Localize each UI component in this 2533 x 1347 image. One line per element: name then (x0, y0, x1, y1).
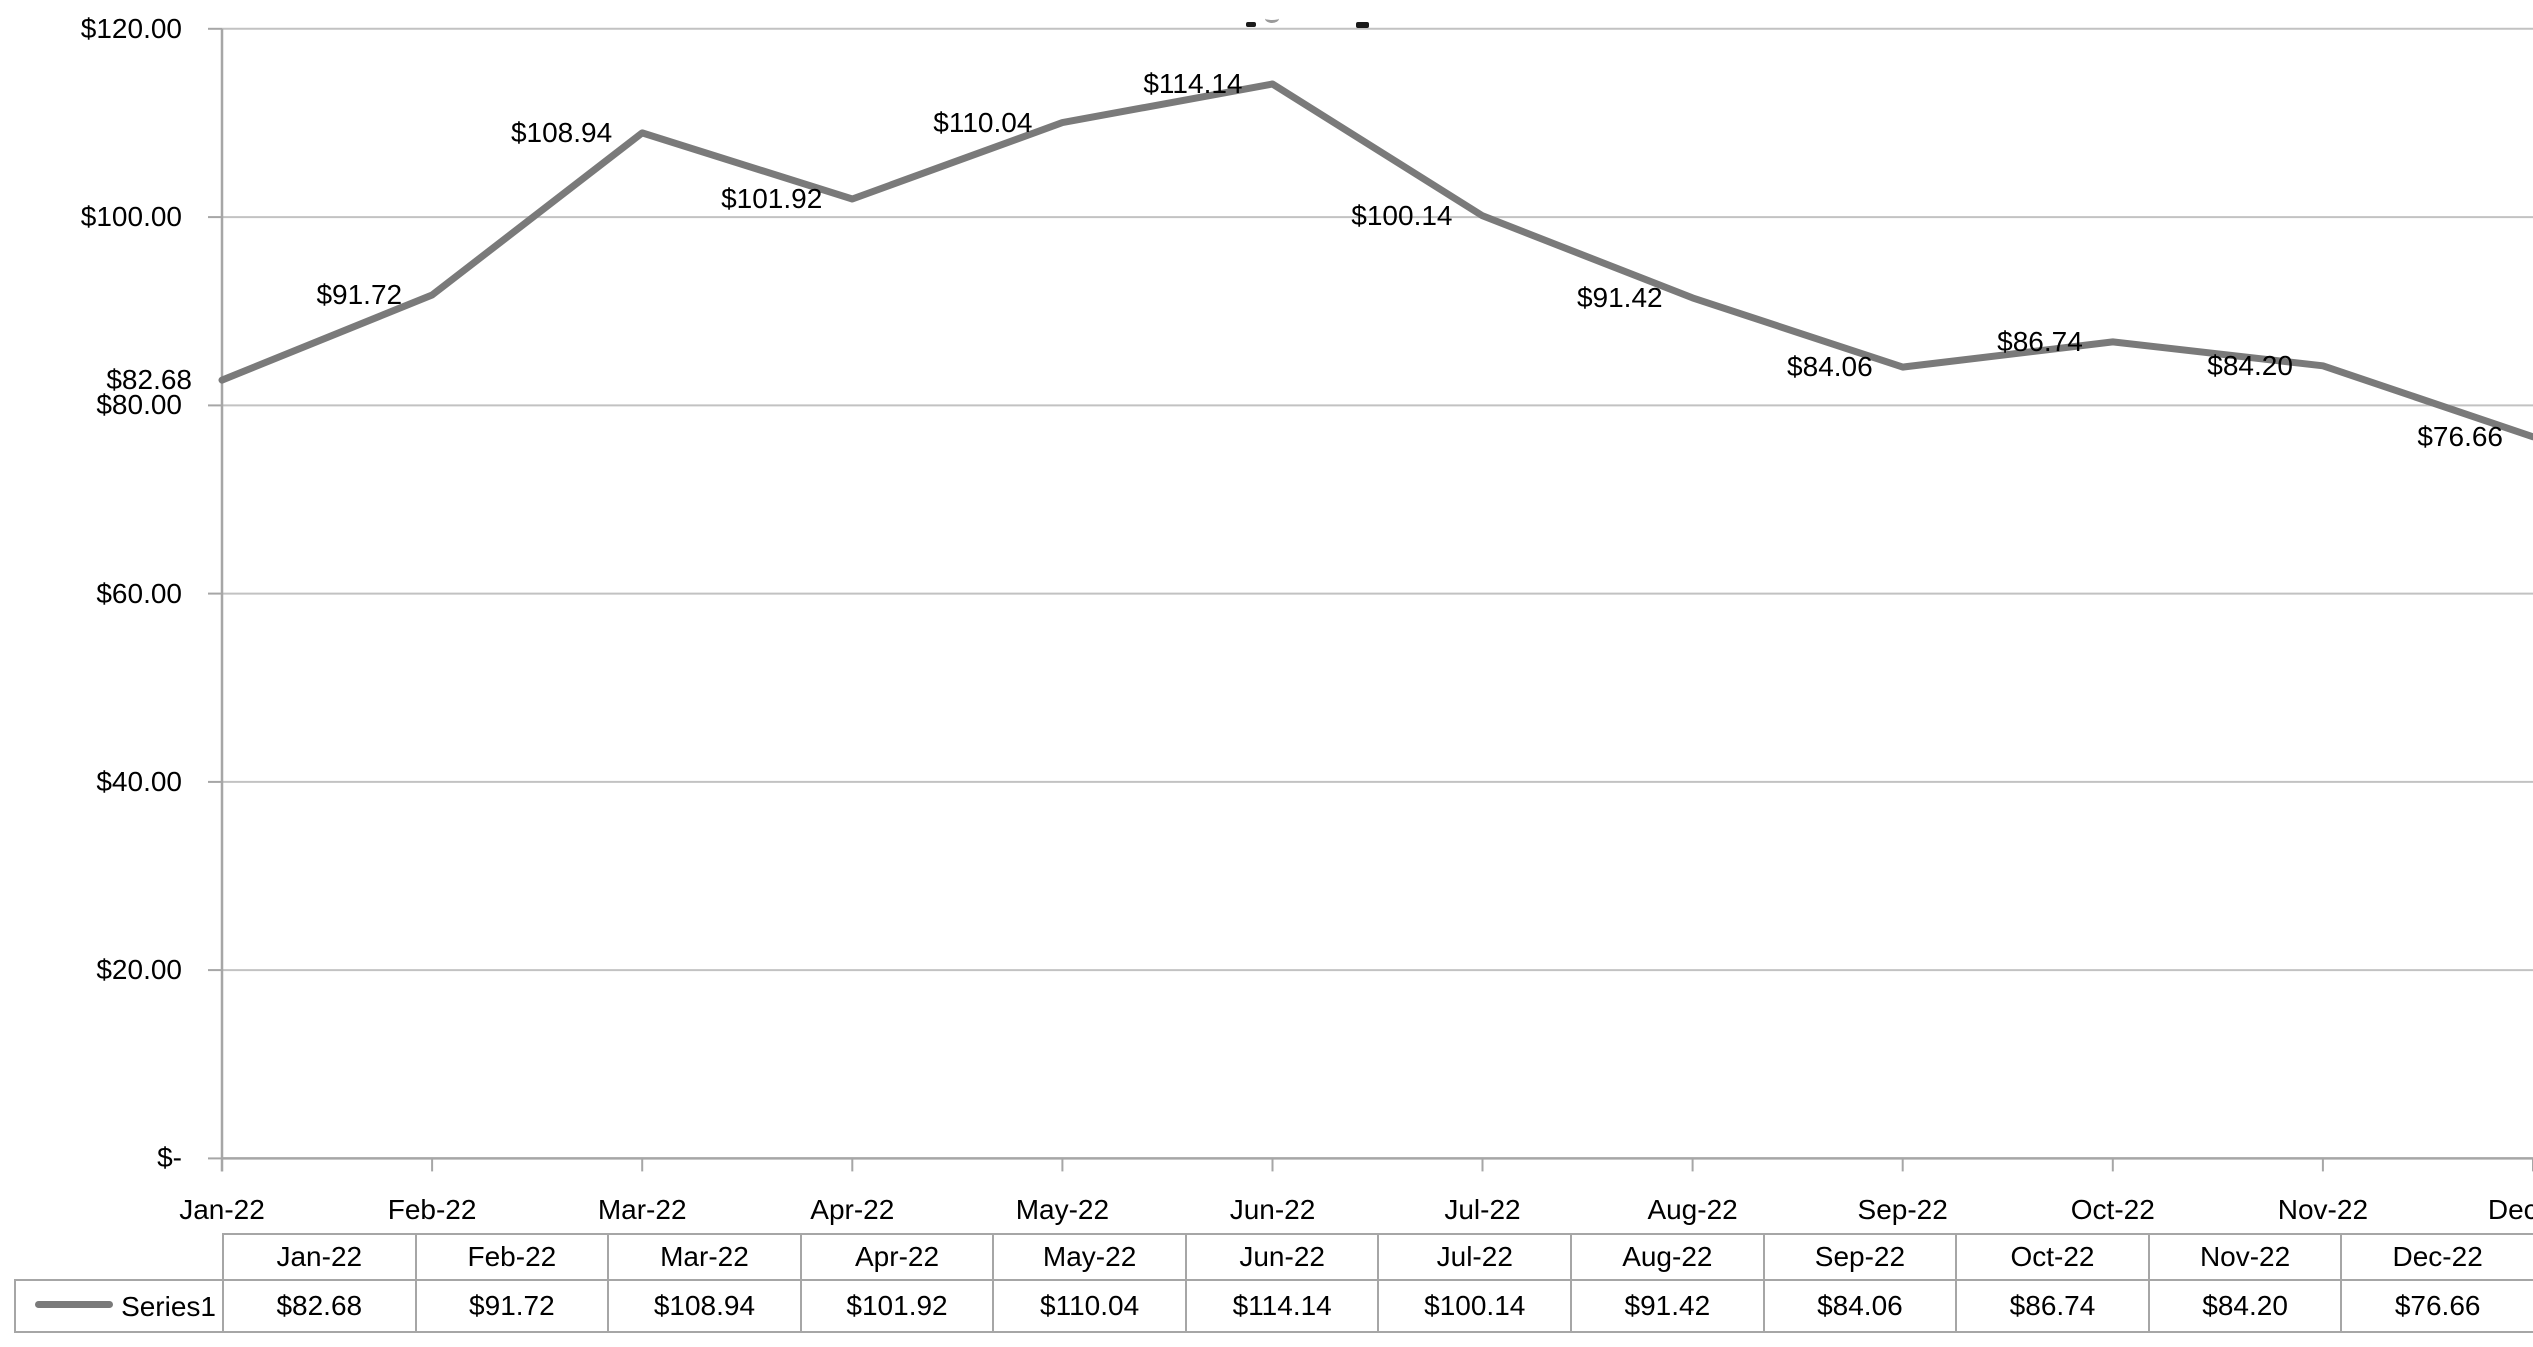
data-point-label[interactable]: $84.06 (1787, 351, 1873, 383)
x-axis-tick-label[interactable]: Dec-22 (2487, 1194, 2533, 1225)
data-point-label[interactable]: $76.66 (2417, 420, 2503, 452)
table-header-cell: Jan-22 (222, 1233, 417, 1281)
data-point-label[interactable]: $86.74 (1997, 325, 2083, 357)
x-axis-tick-label[interactable]: Apr-22 (810, 1194, 895, 1225)
y-axis-tick-label[interactable]: $60.00 (96, 577, 182, 609)
x-axis-tick-label[interactable]: Jan-22 (179, 1194, 265, 1225)
x-axis-tick-label[interactable]: Jul-22 (1444, 1194, 1521, 1225)
data-point-label[interactable]: $82.68 (106, 364, 192, 396)
data-point-label[interactable]: $114.14 (1143, 68, 1243, 99)
table-header-cell: Aug-22 (1570, 1233, 1765, 1281)
table-value-cell: $82.68 (222, 1279, 417, 1333)
table-header-cell: Jun-22 (1184, 1233, 1380, 1281)
y-axis-tick-label[interactable]: $120.00 (80, 12, 182, 44)
series1-legend-key-line (35, 1301, 114, 1309)
series1-line[interactable] (218, 80, 2533, 441)
x-axis-tick-label[interactable]: Feb-22 (387, 1194, 477, 1225)
data-point-label[interactable]: $91.72 (316, 279, 403, 310)
y-axis-tick-label[interactable]: $- (157, 1142, 182, 1174)
y-axis-tick-label[interactable]: $40.00 (96, 765, 182, 797)
table-value-cell: $108.94 (607, 1279, 802, 1333)
table-header-cell: May-22 (992, 1233, 1187, 1281)
x-axis-tick-label[interactable]: Nov-22 (2277, 1194, 2369, 1225)
table-value-cell: $114.14 (1184, 1279, 1380, 1333)
table-header-cell: Feb-22 (414, 1233, 610, 1281)
series1-legend-cell[interactable]: Series1 (14, 1279, 224, 1333)
data-point-label[interactable]: $110.04 (933, 106, 1033, 138)
table-header-cell: Mar-22 (607, 1233, 802, 1281)
table-value-cell: $84.06 (1762, 1279, 1958, 1333)
series1-legend-label: Series1 (121, 1290, 216, 1322)
data-point-label[interactable]: $91.42 (1576, 281, 1663, 313)
x-axis-tick-label[interactable]: Sep-22 (1857, 1194, 1948, 1225)
x-axis-tick-label[interactable]: May-22 (1015, 1194, 1110, 1225)
table-header-cell: Sep-22 (1762, 1233, 1958, 1281)
table-header-cell: Oct-22 (1955, 1233, 2150, 1281)
y-axis-tick-label[interactable]: $80.00 (96, 389, 182, 421)
x-axis-tick-label[interactable]: Jun-22 (1229, 1194, 1316, 1225)
x-axis-tick-label[interactable]: Oct-22 (2070, 1194, 2155, 1225)
table-value-cell: $76.66 (2340, 1279, 2533, 1333)
y-axis-tick-label[interactable]: $20.00 (96, 954, 182, 986)
table-value-cell: $91.72 (414, 1279, 610, 1333)
table-header-cell: Jul-22 (1377, 1233, 1573, 1281)
y-axis-tick-label[interactable]: $100.00 (80, 201, 182, 233)
clipped-chart-title-fragment (1356, 22, 1369, 28)
table-value-cell: $100.14 (1377, 1279, 1573, 1333)
data-point-label[interactable]: $101.92 (721, 183, 823, 214)
x-axis-tick-label[interactable]: Aug-22 (1647, 1194, 1738, 1225)
table-value-cell: $84.20 (2147, 1279, 2343, 1333)
clipped-chart-title-fragment (1265, 14, 1279, 23)
chart-data-table[interactable]: Jan-22 Feb-22 Mar-22 Apr-22 May-22 Jun-22 Jul-… (14, 1233, 2533, 1333)
x-axis-tick-label[interactable]: Mar-22 (597, 1194, 687, 1225)
clipped-chart-title-fragment (1246, 22, 1256, 27)
data-point-label[interactable]: $108.94 (510, 116, 613, 148)
table-corner-empty (15, 1234, 223, 1280)
table-value-cell: $110.04 (992, 1279, 1187, 1333)
data-point-label[interactable]: $100.14 (1351, 199, 1453, 231)
table-header-cell: Dec-22 (2340, 1233, 2533, 1281)
table-value-cell: $86.74 (1955, 1279, 2150, 1333)
table-value-cell: $91.42 (1570, 1279, 1765, 1333)
table-header-cell: Apr-22 (799, 1233, 995, 1281)
table-value-cell: $101.92 (799, 1279, 995, 1333)
data-point-label[interactable]: $84.20 (2207, 349, 2293, 381)
table-header-cell: Nov-22 (2147, 1233, 2343, 1281)
